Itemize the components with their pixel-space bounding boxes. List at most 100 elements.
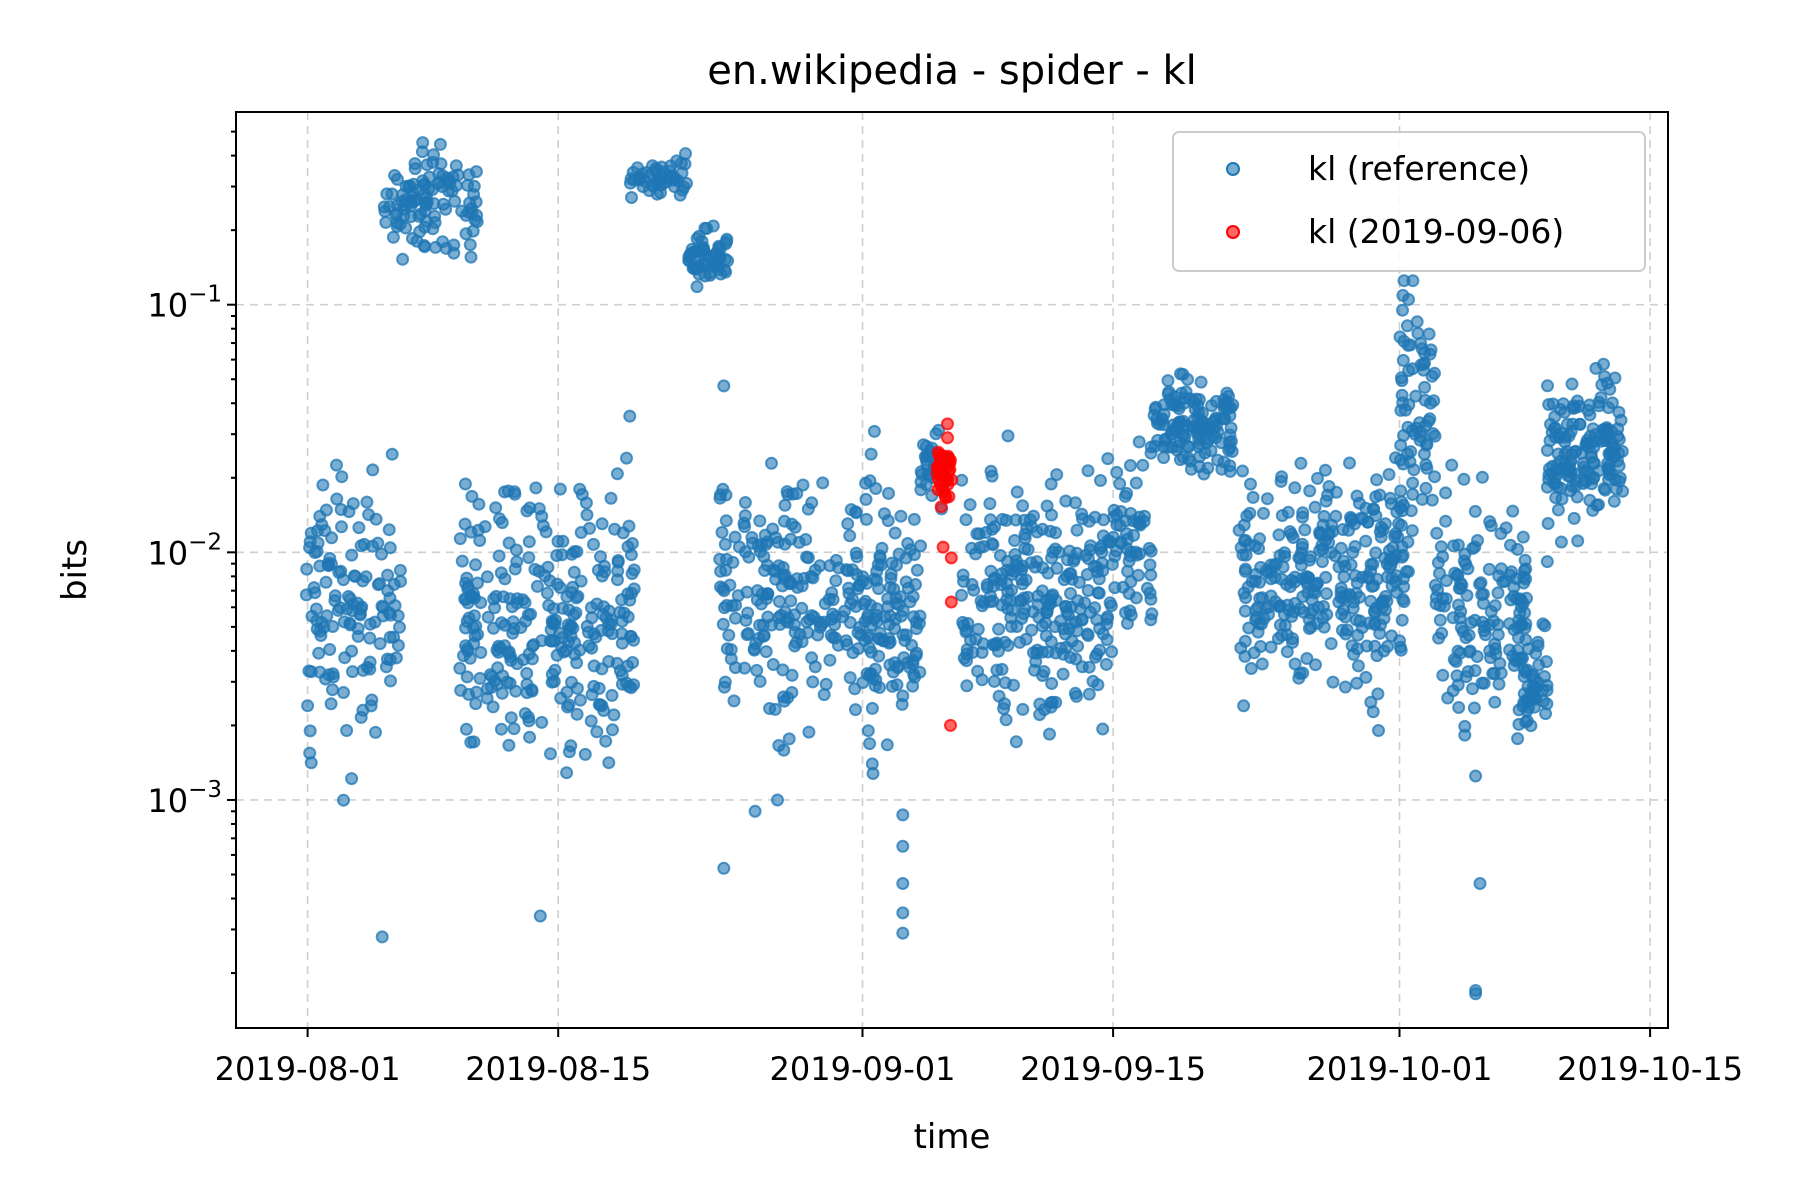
reference-point	[1607, 494, 1621, 508]
reference-point	[889, 597, 903, 610]
reference-point	[1531, 635, 1545, 649]
reference-point	[1238, 564, 1252, 578]
reference-point	[545, 667, 559, 681]
reference-point	[713, 491, 727, 505]
reference-point	[407, 195, 421, 208]
reference-point	[784, 594, 798, 608]
reference-point	[1504, 538, 1517, 552]
reference-point	[562, 603, 576, 617]
reference-point	[987, 674, 1001, 688]
reference-point	[823, 653, 837, 667]
reference-point	[688, 262, 702, 276]
reference-point	[715, 525, 729, 539]
reference-point	[906, 679, 920, 693]
reference-point	[1394, 438, 1408, 452]
reference-point	[1491, 586, 1505, 600]
reference-point	[1255, 657, 1269, 671]
reference-point	[473, 534, 487, 547]
reference-point	[366, 463, 380, 477]
reference-point	[1369, 509, 1383, 523]
reference-point	[873, 681, 886, 694]
reference-point	[1101, 452, 1115, 466]
reference-point	[620, 451, 633, 465]
reference-point	[1275, 470, 1289, 484]
reference-point	[503, 676, 517, 690]
legend-label-reference: kl (reference)	[1308, 149, 1530, 188]
reference-point	[864, 447, 878, 461]
reference-point	[337, 686, 350, 699]
reference-point	[381, 568, 395, 582]
reference-point	[858, 615, 872, 629]
current-point	[935, 481, 949, 495]
reference-point	[345, 644, 359, 658]
reference-point	[459, 722, 473, 736]
reference-point	[1024, 556, 1038, 570]
reference-point	[1203, 422, 1217, 436]
reference-point	[595, 662, 609, 676]
reference-point	[1172, 402, 1186, 416]
reference-point	[785, 668, 799, 682]
reference-point	[1458, 547, 1472, 561]
reference-point	[859, 492, 873, 506]
reference-point	[1295, 541, 1309, 555]
reference-point	[1237, 518, 1251, 532]
reference-point	[719, 514, 733, 528]
reference-point	[1253, 591, 1267, 605]
reference-point	[805, 609, 819, 623]
reference-point	[957, 618, 971, 632]
reference-point	[1457, 472, 1471, 486]
current-point	[944, 718, 957, 732]
reference-point	[1246, 490, 1260, 504]
reference-point	[1512, 651, 1526, 665]
reference-point	[1059, 494, 1073, 508]
reference-point	[1516, 530, 1530, 544]
reference-point	[1090, 647, 1104, 661]
reference-point	[1462, 628, 1476, 642]
reference-point	[300, 562, 314, 576]
reference-point	[522, 710, 535, 724]
reference-point	[508, 487, 522, 501]
reference-point	[508, 562, 522, 576]
reference-point	[454, 683, 468, 697]
chart-title: en.wikipedia - spider - kl	[707, 48, 1197, 94]
reference-point	[998, 697, 1011, 711]
reference-point	[1108, 581, 1122, 595]
reference-point	[896, 808, 910, 822]
reference-point	[1285, 609, 1299, 623]
reference-point	[1084, 539, 1098, 553]
reference-point	[1031, 598, 1045, 612]
reference-point	[729, 611, 742, 625]
reference-point	[1072, 575, 1086, 589]
reference-point	[474, 646, 488, 659]
reference-point	[393, 620, 406, 634]
reference-point	[1300, 652, 1314, 665]
reference-point	[1475, 676, 1489, 690]
reference-point	[1385, 629, 1399, 643]
reference-point	[611, 564, 625, 578]
reference-point	[492, 549, 506, 563]
reference-point	[584, 601, 598, 615]
current-point	[941, 417, 954, 431]
reference-point	[1340, 623, 1354, 637]
reference-point	[1372, 724, 1385, 737]
reference-point	[1044, 635, 1058, 649]
reference-point	[1432, 631, 1446, 645]
reference-point	[1136, 458, 1150, 472]
y-axis-label: bits	[55, 539, 95, 601]
reference-point	[1350, 676, 1364, 690]
reference-point	[914, 539, 927, 553]
reference-point	[1488, 599, 1502, 613]
y-tick-label: 10−2	[147, 529, 222, 572]
reference-point	[1161, 374, 1175, 388]
reference-point	[625, 567, 639, 581]
reference-point	[843, 616, 857, 629]
reference-point	[570, 707, 584, 721]
reference-point	[1549, 491, 1563, 505]
reference-point	[1415, 492, 1429, 506]
reference-point	[373, 577, 386, 591]
reference-point	[1070, 689, 1083, 703]
reference-point	[1119, 606, 1132, 620]
reference-point	[1428, 366, 1441, 380]
reference-point	[682, 254, 696, 267]
reference-point	[1377, 612, 1391, 625]
